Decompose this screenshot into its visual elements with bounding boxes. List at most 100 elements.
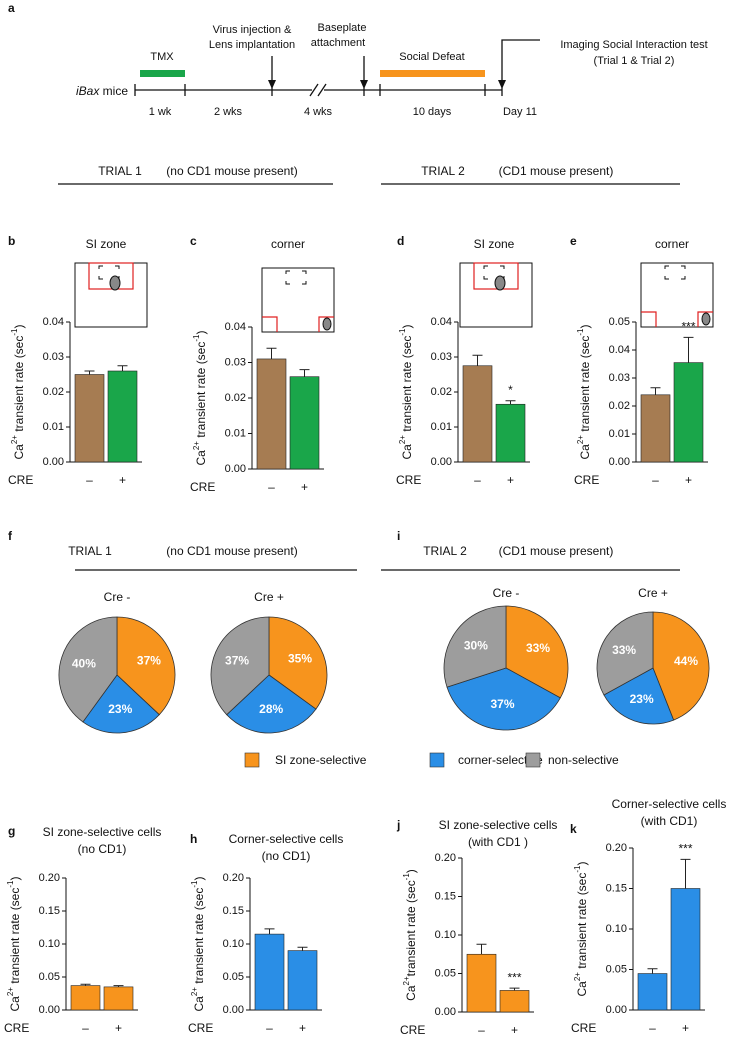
bar [637,973,668,1011]
section-title: TRIAL 1 [98,164,142,178]
error-bar [299,369,310,377]
bar [107,370,138,463]
error-bar [472,354,483,366]
y-axis-label-part: transient rate (sec [192,888,206,987]
chart-title: corner [655,237,689,251]
y-axis-label-part: 2+ [402,976,411,985]
chart-title: (with CD1) [641,814,698,828]
x-tick-label: + [682,1021,689,1035]
duration-label: 10 days [413,106,452,118]
x-axis-label: CRE [574,473,599,487]
y-axis-label-part: ) [12,325,26,329]
mouse [109,275,121,291]
y-axis-label: Ca2+ transient rate (sec-1) [192,331,208,466]
chart-title: SI zone [86,237,127,251]
significance: *** [507,970,521,984]
y-tick-label: 0.10 [223,938,244,950]
y-tick-label: 0.00 [606,1004,627,1016]
error-bar [650,387,661,395]
timeline: a iBax mice TMX Social Defeat Virus inje… [8,1,708,118]
y-axis-label: Ca2+ transient rate (sec-1) [576,325,592,460]
y-axis-label-part: transient rate (sec [400,336,414,435]
tmx-bar [140,70,185,77]
bar [673,362,704,463]
y-tick-label: 0.20 [223,872,244,884]
pie-slice [210,616,270,716]
duration-label: 4 wks [304,106,333,118]
x-tick-label: – [82,1021,89,1035]
legend-label: SI zone-selective [275,753,367,767]
significance: *** [678,842,692,856]
y-tick-label: 0.20 [39,872,60,884]
x-tick-label: + [119,473,126,487]
y-tick-label: 0.01 [609,428,630,440]
bar [640,394,671,463]
arrow-head [360,80,368,89]
section-title: TRIAL 2 [421,164,465,178]
mouse [322,317,332,331]
legend-swatch [244,752,260,768]
y-axis-label-part: Ca [192,996,206,1012]
y-tick-label: 0.02 [43,386,64,398]
mouse [701,312,711,326]
legend-swatch [525,752,541,768]
pie-label: 23% [108,702,132,716]
panel-letter: c [190,234,197,248]
y-axis-label: Ca2+ transient rate (sec-1) [10,325,26,460]
pie-slice [82,674,160,734]
cage [98,265,120,280]
y-axis-label-part: 2+ [573,972,582,981]
bar [287,950,318,1011]
y-axis-label-part: Ca [8,996,22,1012]
pie-slice [652,611,710,721]
error-bar [84,370,95,375]
y-tick-label: 0.01 [431,421,452,433]
duration-label: Day 11 [503,106,537,118]
y-axis-label-part: Ca [578,444,592,460]
y-axis-label-part: -1 [398,328,407,336]
bar [256,358,287,470]
event-label: (Trial 1 & Trial 2) [594,55,675,67]
zone [88,262,134,290]
y-axis-label-part: -1 [576,328,585,336]
y-tick-label: 0.05 [39,971,60,983]
y-axis-label-part: ) [192,877,206,881]
chart-title: (with CD1 ) [468,835,528,849]
panel-letter: d [397,234,404,248]
bar [670,888,701,1011]
x-axis-label: CRE [188,1021,213,1035]
pie-title: Cre + [638,586,668,600]
legend-label: non-selective [548,753,619,767]
y-axis-label-part: ) [404,869,418,873]
subject: mice [103,84,129,98]
y-tick-label: 0.02 [609,400,630,412]
x-axis-label: CRE [396,473,421,487]
pie-label: 33% [612,643,636,657]
x-axis-label: CRE [8,473,33,487]
y-tick-label: 0.04 [225,321,246,333]
pie-title: Cre - [104,590,131,604]
y-tick-label: 0.15 [39,905,60,917]
x-tick-label: – [266,1021,273,1035]
y-axis-label: Ca2+ transient rate (sec-1) [398,325,414,460]
y-tick-label: 0.00 [223,1004,244,1016]
mouse [494,275,506,291]
y-tick-label: 0.04 [43,316,64,328]
pie-slice [268,616,328,710]
event-label: Lens implantation [209,39,295,51]
error-bar [266,347,277,359]
chart-title: (no CD1) [78,842,127,856]
y-tick-label: 0.05 [223,971,244,983]
y-axis-label-part: ) [575,862,589,866]
defeat-label: Social Defeat [399,51,464,63]
bar [462,365,493,463]
y-axis-label-part: 2+ [6,987,15,996]
pie-slice [446,667,561,731]
event-label: Virus injection & [213,24,292,36]
x-tick-label: + [115,1021,122,1035]
error-bar [80,983,91,986]
y-tick-label: 0.15 [223,905,244,917]
panel-letter: e [570,234,577,248]
y-axis-label-part: transient rate (sec [8,888,22,987]
